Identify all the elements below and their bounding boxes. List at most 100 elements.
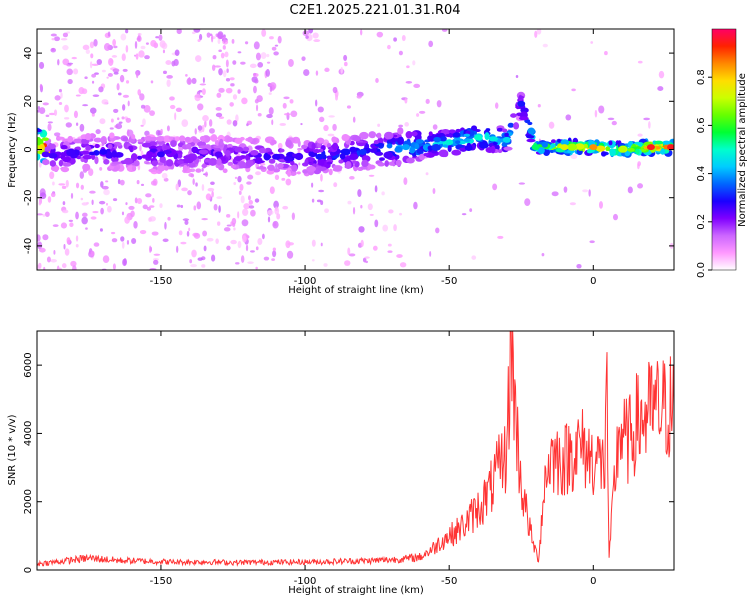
spectrogram-cell xyxy=(73,138,83,144)
spectrogram-cell xyxy=(125,45,129,53)
spectrogram-cell xyxy=(225,59,229,68)
spectrogram-cell xyxy=(56,136,65,140)
spectrogram-cell xyxy=(301,144,308,150)
spectrogram-cell xyxy=(204,120,207,128)
spectrogram-cell xyxy=(80,150,90,155)
spectrogram-cell xyxy=(127,100,130,107)
spectrogram-cell xyxy=(50,258,57,263)
spectrogram-cell xyxy=(225,78,231,82)
spectrogram-cell xyxy=(137,155,143,160)
spectrogram-cell xyxy=(340,66,343,74)
spectrogram-cell xyxy=(62,201,66,206)
spectrogram-cell xyxy=(258,147,267,154)
spectrogram-cell xyxy=(366,164,376,170)
spectrogram-cell xyxy=(91,199,94,206)
colorbar-tick-label: 0.6 xyxy=(696,117,707,133)
spectrogram-cell xyxy=(44,211,50,217)
spectrogram-cell xyxy=(327,133,335,137)
spectrogram-cell xyxy=(418,110,426,114)
spectrogram-cell xyxy=(268,158,276,164)
spectrogram-cell xyxy=(208,157,218,166)
spectrogram-cell xyxy=(369,213,374,216)
spectrogram-cell xyxy=(298,162,301,166)
spectrogram-cell xyxy=(64,104,69,113)
spectrogram-cell xyxy=(123,258,127,266)
spectrogram-cell xyxy=(199,135,206,142)
spectrogram-cell xyxy=(361,159,369,168)
spectrogram-cell xyxy=(127,129,130,137)
spectrogram-cell xyxy=(324,67,330,73)
spectrogram-cell xyxy=(518,95,525,99)
spectrogram-cell xyxy=(73,110,78,119)
spectrogram-ridge-point xyxy=(646,144,655,151)
spectrogram-cell xyxy=(320,173,323,182)
spectrogram-cell xyxy=(111,55,118,58)
figure-title: C2E1.2025.221.01.31.R04 xyxy=(289,3,460,18)
spectrogram-cell xyxy=(162,49,166,54)
spectrogram-cell xyxy=(277,35,282,44)
spectrogram-cell xyxy=(328,115,335,118)
spectrogram-cell xyxy=(122,104,126,111)
spectrogram-cell xyxy=(190,264,197,268)
spectrogram-cell xyxy=(377,123,381,127)
spectrogram-cell xyxy=(231,39,235,44)
spectrogram-cell xyxy=(37,153,41,161)
spectrogram-cell xyxy=(469,208,473,212)
spectrogram-cell xyxy=(266,113,273,119)
spectrogram-cell xyxy=(107,72,113,77)
spectrogram-cell xyxy=(382,224,389,232)
spectrogram-cell xyxy=(317,166,327,171)
spectrogram-cell xyxy=(398,124,404,128)
spectrogram-cell xyxy=(179,135,186,142)
spectrogram-cell xyxy=(438,149,449,158)
spectrogram-cell xyxy=(269,85,273,93)
spectrogram-cell xyxy=(254,198,260,203)
snr-x-tick-label: -100 xyxy=(294,576,317,587)
spectrogram-cell xyxy=(448,129,456,134)
spectrogram-cell xyxy=(503,146,513,151)
spectrogram-cell xyxy=(180,204,184,209)
spectrogram-cell xyxy=(216,92,222,98)
spectrogram-cell xyxy=(282,205,289,210)
spectrogram-cell xyxy=(66,31,71,34)
spectrogram-cell xyxy=(219,138,224,146)
spectrogram-cell xyxy=(344,61,348,67)
spectrogram-cell xyxy=(93,39,98,47)
spectrogram-cell xyxy=(312,32,319,39)
spectrogram-cell xyxy=(311,239,316,247)
spectrogram-cell xyxy=(121,241,125,249)
spectrogram-cell xyxy=(45,114,50,118)
spectrogram-cell xyxy=(507,122,515,128)
spectrogram-cell xyxy=(229,102,234,107)
spectrogram-cell xyxy=(91,73,97,78)
spectrogram-cell xyxy=(175,107,182,112)
spectrogram-cell xyxy=(432,187,436,195)
spectrogram-cell xyxy=(288,58,294,67)
spectrogram-cell xyxy=(266,61,271,64)
spectrogram-cell xyxy=(247,261,254,265)
spectrogram-cell xyxy=(311,142,316,150)
spectrogram-cell xyxy=(607,117,615,121)
spectrogram-cell xyxy=(455,128,462,133)
spectrogram-cell xyxy=(52,224,59,228)
spectrogram-cell xyxy=(220,52,225,59)
spectrogram-cell xyxy=(271,258,276,261)
spectrogram-cell xyxy=(184,155,194,164)
spectrogram-cell xyxy=(65,122,72,128)
spectrogram-ridge-point xyxy=(401,144,410,151)
spectrogram-cell xyxy=(291,164,298,172)
spectrogram-cell xyxy=(302,169,309,174)
spectrogram-cell xyxy=(131,165,137,172)
spectrogram-cell xyxy=(169,104,176,110)
spectrogram-cell xyxy=(87,151,97,156)
spectrogram-cell xyxy=(160,128,163,134)
spectrogram-cell xyxy=(637,183,644,189)
spectrogram-cell xyxy=(574,143,585,150)
spectrogram-cell xyxy=(243,203,251,210)
spectrogram-cell xyxy=(198,130,203,133)
spectrogram-cell xyxy=(79,123,85,132)
spectrogram-cell xyxy=(583,143,588,149)
spectrogram-cell xyxy=(388,161,395,166)
spectrogram-cell xyxy=(53,249,56,255)
spectrogram-cell xyxy=(62,58,70,66)
